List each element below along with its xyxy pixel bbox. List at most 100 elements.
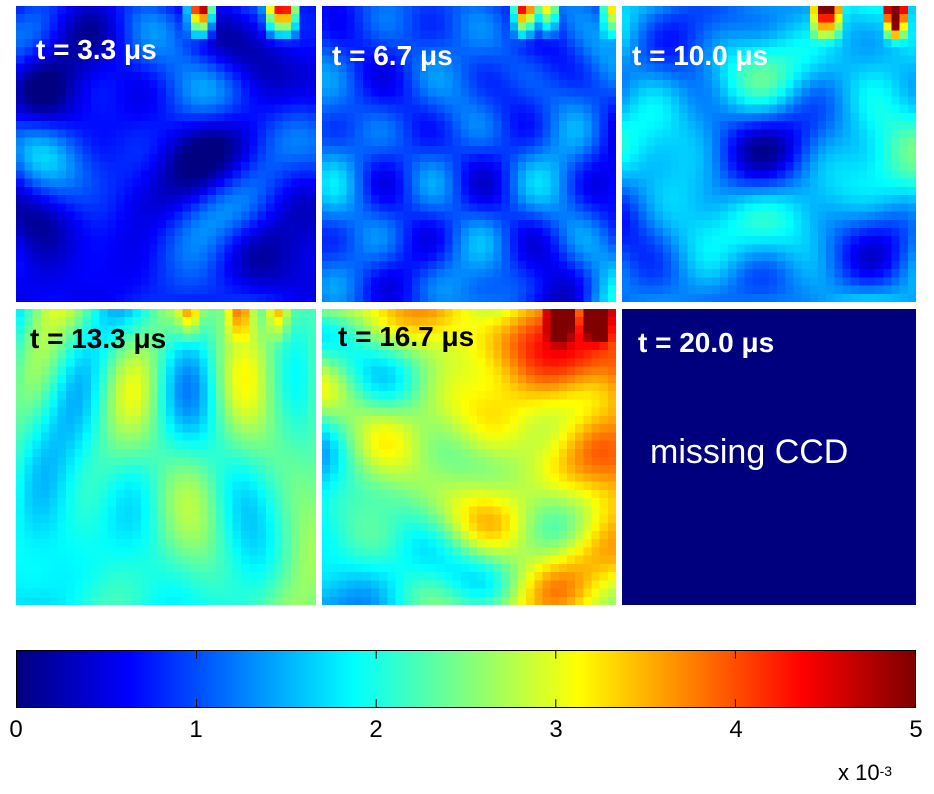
heatmap-cell <box>518 121 527 130</box>
heatmap-cell <box>274 22 284 32</box>
heatmap-cell <box>74 228 84 237</box>
heatmap-cell <box>141 391 150 400</box>
heatmap-cell <box>509 14 519 23</box>
heatmap-cell <box>257 514 267 524</box>
heatmap-cell <box>174 228 184 237</box>
heatmap-cell <box>744 145 754 155</box>
heatmap-cell <box>91 317 100 326</box>
heatmap-cell <box>207 14 217 23</box>
heatmap-cell <box>191 38 200 48</box>
heatmap-cell <box>818 252 827 262</box>
heatmap-cell <box>703 38 713 48</box>
heatmap-cell <box>224 285 234 295</box>
heatmap-cell <box>116 489 125 499</box>
heatmap-cell <box>671 38 680 48</box>
heatmap-cell <box>769 236 778 245</box>
heatmap-cell <box>157 539 167 548</box>
heatmap-cell <box>875 112 884 122</box>
heatmap-cell <box>411 88 421 97</box>
heatmap-cell <box>249 333 259 343</box>
heatmap-cell <box>32 30 42 40</box>
heatmap-cell <box>107 47 117 56</box>
heatmap-cell <box>116 6 125 15</box>
heatmap-cell <box>850 22 860 32</box>
heatmap-cell <box>728 96 737 106</box>
heatmap-cell <box>66 154 75 163</box>
heatmap-cell <box>157 22 167 32</box>
heatmap-cell <box>257 448 267 458</box>
heatmap-cell <box>703 88 713 97</box>
heatmap-cell <box>307 137 316 147</box>
heatmap-cell <box>826 195 835 204</box>
heatmap-cell <box>599 219 609 229</box>
heatmap-cell <box>274 145 284 155</box>
heatmap-cell <box>99 555 109 565</box>
heatmap-cell <box>550 252 560 262</box>
heatmap-cell <box>501 121 511 130</box>
heatmap-cell <box>174 399 184 409</box>
heatmap-cell <box>107 325 117 335</box>
heatmap-cell <box>199 358 209 367</box>
heatmap-cell <box>32 244 42 254</box>
heatmap-cell <box>622 71 631 81</box>
heatmap-cell <box>99 236 109 245</box>
heatmap-cell <box>518 285 527 295</box>
heatmap-cell <box>174 6 184 15</box>
heatmap-cell <box>24 407 34 417</box>
heatmap-cell <box>91 514 100 524</box>
heatmap-cell <box>257 162 267 171</box>
heatmap-cell <box>518 30 527 40</box>
heatmap-cell <box>182 244 192 254</box>
heatmap-cell <box>24 269 34 278</box>
heatmap-cell <box>638 269 647 278</box>
heatmap-cell <box>630 47 639 56</box>
heatmap-cell <box>362 96 372 106</box>
heatmap-cell <box>291 129 300 138</box>
heatmap-cell <box>395 47 405 56</box>
heatmap-cell <box>785 22 794 32</box>
heatmap-cell <box>809 293 819 302</box>
heatmap-cell <box>501 285 511 295</box>
heatmap-cell <box>858 14 868 23</box>
heatmap-cell <box>509 63 519 73</box>
heatmap-cell <box>82 47 92 56</box>
heatmap-cell <box>266 22 275 32</box>
heatmap-cell <box>307 96 316 106</box>
heatmap-cell <box>428 277 437 286</box>
heatmap-cell <box>32 277 42 286</box>
heatmap-cell <box>436 80 445 89</box>
heatmap-cell <box>16 465 25 474</box>
heatmap-cell <box>32 129 42 138</box>
heatmap-cell <box>249 506 259 515</box>
heatmap-cell <box>452 154 462 163</box>
heatmap-cell <box>174 260 184 270</box>
heatmap-cell <box>346 112 356 122</box>
heatmap-cell <box>711 236 721 245</box>
heatmap-cell <box>646 6 656 15</box>
heatmap-cell <box>711 121 721 130</box>
heatmap-cell <box>57 465 67 474</box>
heatmap-cell <box>371 277 380 286</box>
heatmap-cell <box>526 178 535 188</box>
heatmap-cell <box>728 277 737 286</box>
heatmap-cell <box>362 88 372 97</box>
heatmap-cell <box>493 6 503 15</box>
heatmap-cell <box>82 506 92 515</box>
heatmap-cell <box>307 145 316 155</box>
heatmap-cell <box>493 129 503 138</box>
heatmap-cell <box>232 112 242 122</box>
heatmap-cell <box>322 22 331 32</box>
heatmap-cell <box>850 47 860 56</box>
heatmap-cell <box>695 154 705 163</box>
heatmap-cell <box>266 415 275 425</box>
heatmap-cell <box>550 121 560 130</box>
heatmap-cell <box>752 112 762 122</box>
heatmap-cell <box>307 415 316 425</box>
heatmap-cell <box>166 252 175 262</box>
heatmap-cell <box>362 269 372 278</box>
heatmap-cell <box>116 186 125 196</box>
heatmap-cell <box>654 260 664 270</box>
heatmap-cell <box>149 547 159 557</box>
heatmap-cell <box>166 71 175 81</box>
heatmap-cell <box>282 244 292 254</box>
